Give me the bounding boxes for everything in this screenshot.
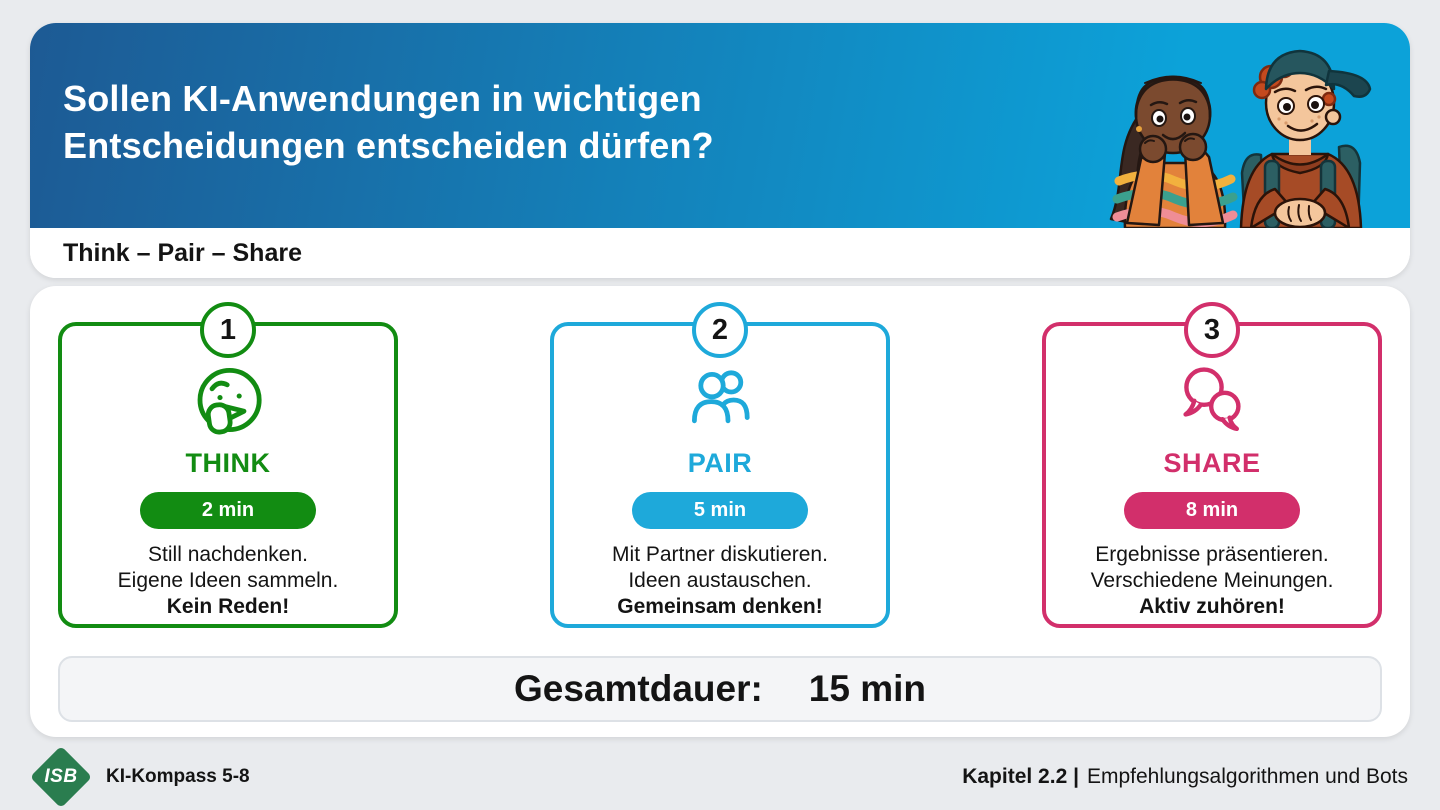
chapter-title: Empfehlungsalgorithmen und Bots (1086, 765, 1408, 788)
step-line: Eigene Ideen sammeln. (117, 569, 339, 592)
isb-logo-text: ISB (44, 766, 78, 787)
duration-pill: 5 min (632, 492, 808, 529)
chapter-info: Kapitel 2.2 | Empfehlungsalgorithmen und… (962, 765, 1408, 789)
step-line: Still nachdenken. (148, 543, 308, 566)
step-card-pair: 2 PAIR 5 min Mit Partner diskutieren. Id… (550, 302, 890, 628)
step-line: Ideen austauschen. (628, 569, 812, 592)
duration-pill: 2 min (140, 492, 316, 529)
step-label: SHARE (1163, 448, 1261, 478)
total-duration-value: 15 min (808, 668, 927, 709)
page-title-line1: Sollen KI-Anwendungen in wichtigen (63, 78, 702, 119)
step-card-share: 3 SHARE 8 min Ergebnisse präsentieren. V… (1042, 302, 1382, 628)
duration-pill: 8 min (1124, 492, 1300, 529)
step-description: Mit Partner diskutieren. Ideen austausch… (612, 542, 828, 620)
thinking-face-icon (187, 360, 269, 440)
pair-people-icon (679, 360, 761, 440)
page-title-line2: Entscheidungen entscheiden dürfen? (63, 125, 714, 166)
step-number-badge: 2 (692, 302, 748, 358)
footer-brand: ISB KI-Kompass 5-8 (29, 745, 250, 809)
speech-bubbles-icon (1171, 360, 1253, 440)
main-card: 1 THINK 2 min Still nachdenken. Eigene I… (30, 286, 1410, 737)
step-description: Ergebnisse präsentieren. Verschiedene Me… (1091, 542, 1334, 620)
step-number-badge: 3 (1184, 302, 1240, 358)
step-number-badge: 1 (200, 302, 256, 358)
step-emphasis: Kein Reden! (166, 595, 290, 618)
header-banner: Sollen KI-Anwendungen in wichtigen Entsc… (30, 23, 1410, 228)
step-line: Ergebnisse präsentieren. (1095, 543, 1329, 566)
step-emphasis: Gemeinsam denken! (617, 595, 823, 618)
page-title: Sollen KI-Anwendungen in wichtigen Entsc… (63, 75, 714, 169)
total-duration-label: Gesamtdauer: (513, 668, 763, 709)
step-line: Verschiedene Meinungen. (1090, 569, 1334, 592)
steps-row: 1 THINK 2 min Still nachdenken. Eigene I… (58, 302, 1382, 628)
method-subtitle: Think – Pair – Share (30, 228, 1410, 278)
total-duration-bar: Gesamtdauer: 15 min (58, 656, 1382, 722)
step-label: PAIR (687, 448, 753, 478)
footer: ISB KI-Kompass 5-8 Kapitel 2.2 | Empfehl… (29, 745, 1408, 809)
step-emphasis: Aktiv zuhören! (1139, 595, 1285, 618)
step-card-think: 1 THINK 2 min Still nachdenken. Eigene I… (58, 302, 398, 628)
isb-logo: ISB (29, 745, 93, 809)
program-name: KI-Kompass 5-8 (106, 766, 250, 787)
step-label: THINK (185, 448, 271, 478)
step-description: Still nachdenken. Eigene Ideen sammeln. … (118, 542, 339, 620)
step-line: Mit Partner diskutieren. (612, 543, 828, 566)
students-illustration (1109, 49, 1372, 228)
header-card: Sollen KI-Anwendungen in wichtigen Entsc… (30, 23, 1410, 278)
chapter-label: Kapitel 2.2 | (962, 765, 1079, 788)
